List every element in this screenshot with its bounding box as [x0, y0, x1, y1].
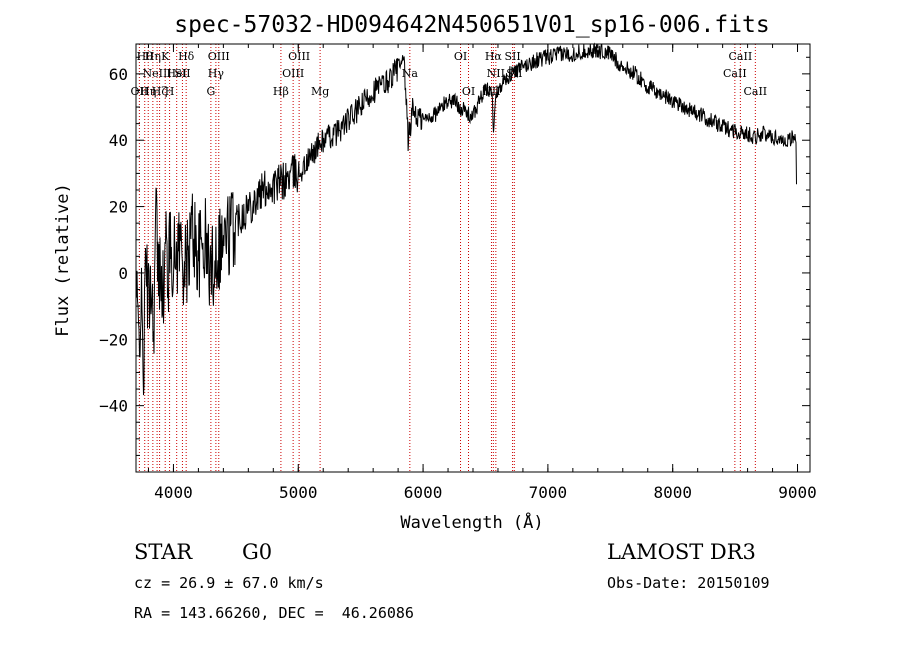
line-label-0: OII	[131, 85, 149, 98]
x-tick-label-5: 9000	[778, 483, 817, 502]
y-tick-label-0: −40	[99, 397, 128, 416]
line-label-12: Hγ	[208, 67, 225, 80]
line-label-19: OI	[454, 50, 467, 63]
redshift-text: cz = 26.9 ± 67.0 km/s	[134, 574, 324, 592]
line-label-17: Mg	[311, 85, 329, 98]
line-label-6: K	[161, 50, 170, 63]
line-label-5: Hζ	[152, 85, 168, 98]
chart-title: spec-57032-HD094642N450651V01_sp16-006.f…	[174, 12, 769, 38]
obs-date-text: Obs-Date: 20150109	[607, 574, 770, 592]
line-label-9: SII	[174, 67, 190, 80]
spectrum-series-line	[135, 42, 797, 396]
line-label-1: Hθ	[137, 50, 154, 63]
x-axis-label: Wavelength (Å)	[400, 511, 543, 533]
y-tick-label-3: 20	[109, 198, 128, 217]
y-tick-label-4: 40	[109, 131, 128, 150]
x-tick-label-0: 4000	[154, 483, 193, 502]
line-label-27: CaII	[729, 50, 753, 63]
plot-frame	[135, 43, 811, 473]
x-tick-label-3: 7000	[529, 483, 568, 502]
emission-line-labels: OIIHθHηHηNeIIIHζKHHeISIIHδGHγOIIIHβOIIIO…	[131, 50, 768, 98]
line-label-15: OIII	[282, 67, 304, 80]
object-class: STAR	[134, 540, 193, 564]
y-tick-label-2: 0	[118, 264, 128, 283]
survey-name: LAMOST DR3	[607, 540, 756, 564]
line-label-16: OIII	[288, 50, 310, 63]
line-label-18: Na	[402, 67, 419, 80]
coordinates-text: RA = 143.66260, DEC = 46.26086	[134, 604, 414, 622]
x-tick-label-2: 6000	[404, 483, 443, 502]
line-label-3: Hη	[145, 50, 161, 63]
line-label-8: HeI	[166, 67, 186, 80]
line-label-2: Hη	[140, 85, 156, 98]
line-label-11: G	[206, 85, 215, 98]
y-axis-label: Flux (relative)	[53, 183, 73, 337]
line-label-24: SII	[504, 50, 520, 63]
line-label-7: H	[165, 85, 175, 98]
line-label-20: OI	[462, 85, 475, 98]
y-tick-label-5: 60	[109, 65, 128, 84]
line-label-28: CaII	[743, 85, 767, 98]
line-label-26: CaII	[723, 67, 747, 80]
axis-ticks: 4000 5000 6000 7000 8000 9000 −40 −20 0 20 40 60	[99, 44, 817, 502]
line-label-4: NeIII	[143, 67, 172, 80]
spectral-subclass: G0	[242, 540, 273, 564]
line-label-14: Hβ	[273, 85, 289, 98]
line-label-10: Hδ	[178, 50, 195, 63]
y-tick-label-1: −20	[99, 330, 128, 349]
x-tick-label-1: 5000	[279, 483, 318, 502]
line-label-22: Hα	[485, 50, 503, 63]
line-label-13: OIII	[208, 50, 230, 63]
line-label-23: NII	[487, 67, 505, 80]
x-tick-label-4: 8000	[653, 483, 692, 502]
